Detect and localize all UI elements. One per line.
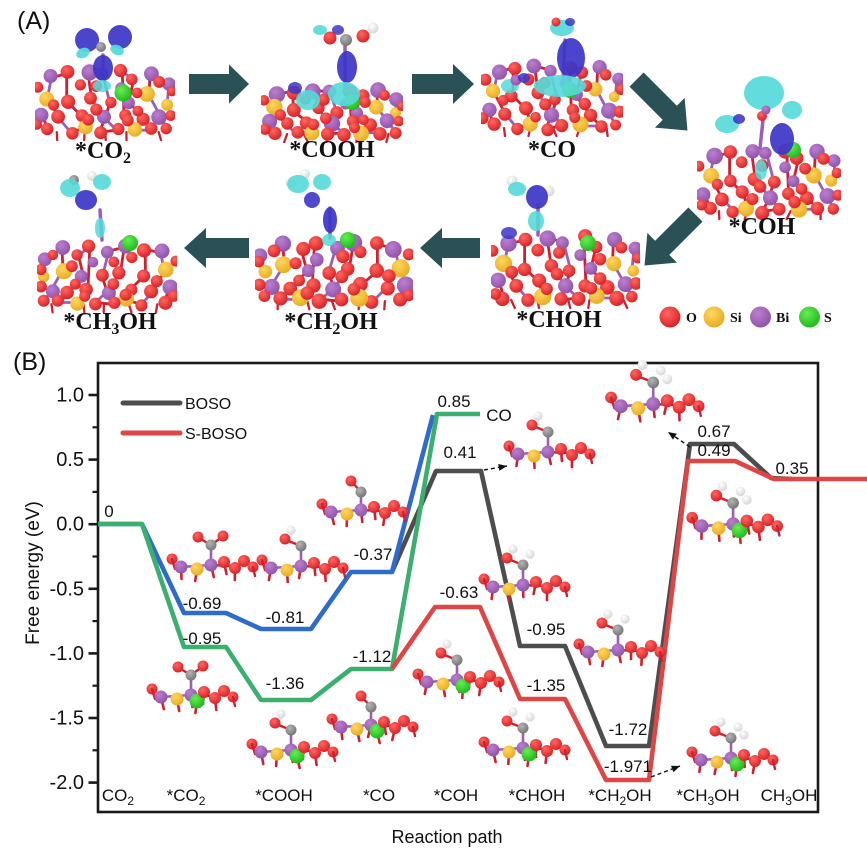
svg-text:CO: CO [486, 406, 512, 425]
svg-text:0.49: 0.49 [697, 441, 730, 460]
svg-text:-1.0: -1.0 [50, 643, 84, 665]
svg-text:0.5: 0.5 [56, 449, 84, 471]
svg-text:*CO2: *CO2 [167, 786, 206, 808]
svg-text:*CHOH: *CHOH [516, 307, 602, 333]
svg-text:*CO: *CO [528, 137, 576, 163]
svg-text:*CH3OH: *CH3OH [63, 309, 157, 338]
svg-text:0.67: 0.67 [697, 422, 730, 441]
svg-text:-0.5: -0.5 [50, 578, 84, 600]
svg-text:*COOH: *COOH [289, 137, 375, 163]
svg-text:-1.971: -1.971 [604, 757, 652, 776]
svg-text:CO2: CO2 [102, 786, 135, 808]
svg-text:-0.95: -0.95 [183, 629, 222, 648]
svg-text:-1.36: -1.36 [266, 674, 305, 693]
svg-text:Si: Si [730, 311, 742, 326]
svg-text:*CO2: *CO2 [75, 138, 131, 167]
svg-text:-0.95: -0.95 [527, 620, 566, 639]
svg-text:*CH3OH: *CH3OH [676, 786, 739, 808]
svg-text:*CH2OH: *CH2OH [284, 309, 378, 338]
svg-text:CH3OH: CH3OH [761, 786, 818, 808]
svg-text:-0.81: -0.81 [266, 608, 305, 627]
svg-text:BOSO: BOSO [185, 396, 231, 413]
svg-text:S-BOSO: S-BOSO [185, 426, 247, 443]
svg-text:-0.37: -0.37 [354, 545, 393, 564]
svg-text:-2.0: -2.0 [50, 772, 84, 794]
svg-text:S: S [824, 311, 832, 326]
svg-text:-0.69: -0.69 [183, 594, 222, 613]
svg-text:*COH: *COH [729, 214, 796, 240]
svg-text:*COOH: *COOH [255, 786, 313, 805]
svg-text:*CH2OH: *CH2OH [588, 786, 651, 808]
svg-text:Bi: Bi [776, 311, 789, 326]
svg-text:0.41: 0.41 [443, 443, 476, 462]
svg-text:0.35: 0.35 [775, 459, 808, 478]
svg-text:*CO: *CO [363, 786, 395, 805]
svg-text:0.85: 0.85 [437, 392, 470, 411]
svg-text:(A): (A) [17, 7, 50, 35]
svg-text:-1.35: -1.35 [527, 676, 566, 695]
svg-text:-0.63: -0.63 [440, 583, 479, 602]
svg-text:*CHOH: *CHOH [509, 786, 566, 805]
svg-text:Free energy (eV): Free energy (eV) [23, 501, 44, 645]
svg-text:(B): (B) [13, 348, 46, 376]
svg-text:O: O [686, 311, 697, 326]
svg-text:-1.12: -1.12 [353, 647, 392, 666]
svg-text:-1.5: -1.5 [50, 708, 84, 730]
svg-text:Reaction path: Reaction path [391, 827, 502, 847]
svg-text:1.0: 1.0 [56, 385, 84, 407]
svg-text:0: 0 [104, 502, 113, 521]
svg-text:*COH: *COH [434, 786, 478, 805]
svg-text:0.0: 0.0 [56, 514, 84, 536]
svg-text:-1.72: -1.72 [609, 720, 648, 739]
